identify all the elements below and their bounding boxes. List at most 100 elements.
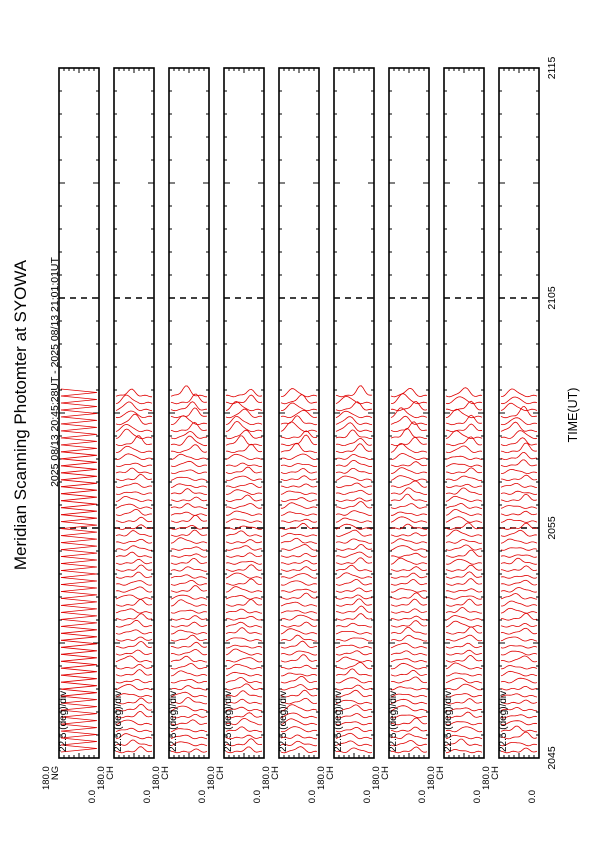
trace-line	[280, 684, 318, 691]
trace-line	[225, 518, 263, 523]
trace-line	[335, 422, 373, 433]
trace-line	[60, 626, 98, 634]
trace-line	[280, 511, 318, 516]
trace-line	[280, 734, 318, 740]
trace-line	[390, 475, 428, 481]
trace-line	[445, 539, 483, 544]
trace-line	[335, 416, 373, 426]
trace-line	[115, 649, 153, 656]
trace-line	[390, 480, 428, 488]
trace-line	[335, 668, 372, 677]
trace-line	[225, 644, 263, 649]
trace-line	[225, 690, 263, 698]
trace-line	[170, 585, 208, 593]
trace-line	[280, 580, 318, 586]
trace-line	[390, 662, 428, 670]
trace-line	[445, 672, 483, 677]
trace-line	[60, 653, 98, 662]
trace-line	[115, 739, 153, 747]
trace-line	[500, 442, 538, 454]
trace-line	[280, 468, 318, 475]
trace-line	[225, 545, 263, 551]
trace-line	[280, 394, 318, 405]
y-max-label: 180.0	[96, 766, 107, 790]
trace-line	[225, 443, 263, 454]
trace-line	[60, 695, 98, 704]
trace-line	[60, 444, 98, 453]
trace-line	[335, 523, 373, 530]
trace-line	[445, 649, 483, 656]
trace-line	[500, 607, 538, 614]
trace-line	[225, 572, 263, 579]
trace-line	[500, 510, 538, 516]
trace-line	[500, 747, 538, 754]
trace-line	[335, 662, 373, 670]
trace-line	[335, 564, 373, 572]
trace-line	[60, 681, 98, 690]
trace-line	[335, 704, 373, 712]
y-min-label: 0.0	[87, 790, 98, 803]
trace-line	[500, 650, 538, 656]
trace-line	[335, 517, 373, 523]
trace-line	[115, 551, 153, 558]
trace-line	[60, 423, 98, 432]
trace-line	[225, 717, 263, 726]
trace-line	[390, 705, 428, 712]
trace-line	[335, 459, 373, 468]
trace-line	[60, 737, 98, 746]
trace-line	[500, 593, 538, 600]
trace-line	[170, 748, 208, 754]
trace-line	[115, 629, 153, 635]
trace-line	[280, 634, 318, 642]
trace-line	[115, 669, 153, 677]
trace-line	[500, 437, 538, 447]
trace-line	[500, 483, 538, 488]
trace-line	[500, 574, 538, 579]
trace-line	[390, 407, 428, 419]
trace-line	[170, 460, 208, 467]
trace-line	[225, 482, 263, 488]
trace-line	[280, 566, 318, 572]
trace-line	[335, 438, 373, 447]
panel: 180.0CH 0.0 22.5 (deg)/div	[426, 67, 485, 803]
x-axis-label: TIME(UT)	[566, 388, 580, 443]
trace-line	[170, 385, 208, 398]
trace-line	[390, 642, 428, 649]
trace-line	[60, 542, 98, 550]
trace-line	[170, 529, 208, 537]
trace-line	[225, 627, 263, 635]
channel-label: CH	[160, 766, 171, 780]
trace-line	[390, 698, 428, 705]
time-tick-labels: 2045 2055 2105 2115	[546, 57, 558, 770]
trace-line	[280, 442, 318, 453]
trace-line	[390, 726, 428, 733]
trace-line	[445, 655, 483, 663]
trace-line	[390, 739, 428, 747]
trace-line	[500, 554, 538, 558]
trace-line	[115, 423, 153, 433]
trace-line	[500, 451, 538, 461]
trace-line	[445, 423, 483, 433]
trace-line	[335, 684, 373, 691]
trace-line	[281, 560, 318, 565]
trace-line	[115, 619, 153, 628]
trace-line	[335, 538, 373, 544]
trace-line	[115, 719, 153, 726]
trace-line	[335, 468, 373, 475]
trace-line	[500, 417, 538, 426]
trace-line	[500, 742, 538, 747]
trace-line	[115, 636, 153, 642]
trace-line	[60, 730, 98, 739]
trace-line	[115, 580, 153, 586]
trace-line	[225, 648, 263, 656]
trace-line	[500, 388, 538, 398]
trace-line	[280, 726, 318, 733]
trace-line	[335, 489, 373, 495]
trace-line	[170, 734, 208, 740]
scale-label: 22.5 (deg)/div	[498, 691, 509, 752]
trace-line	[445, 483, 483, 488]
trace-line	[500, 430, 538, 440]
panel: 180.0CH 0.0 22.5 (deg)/div	[206, 67, 265, 803]
trace-line	[445, 387, 483, 398]
trace-line	[390, 693, 428, 698]
